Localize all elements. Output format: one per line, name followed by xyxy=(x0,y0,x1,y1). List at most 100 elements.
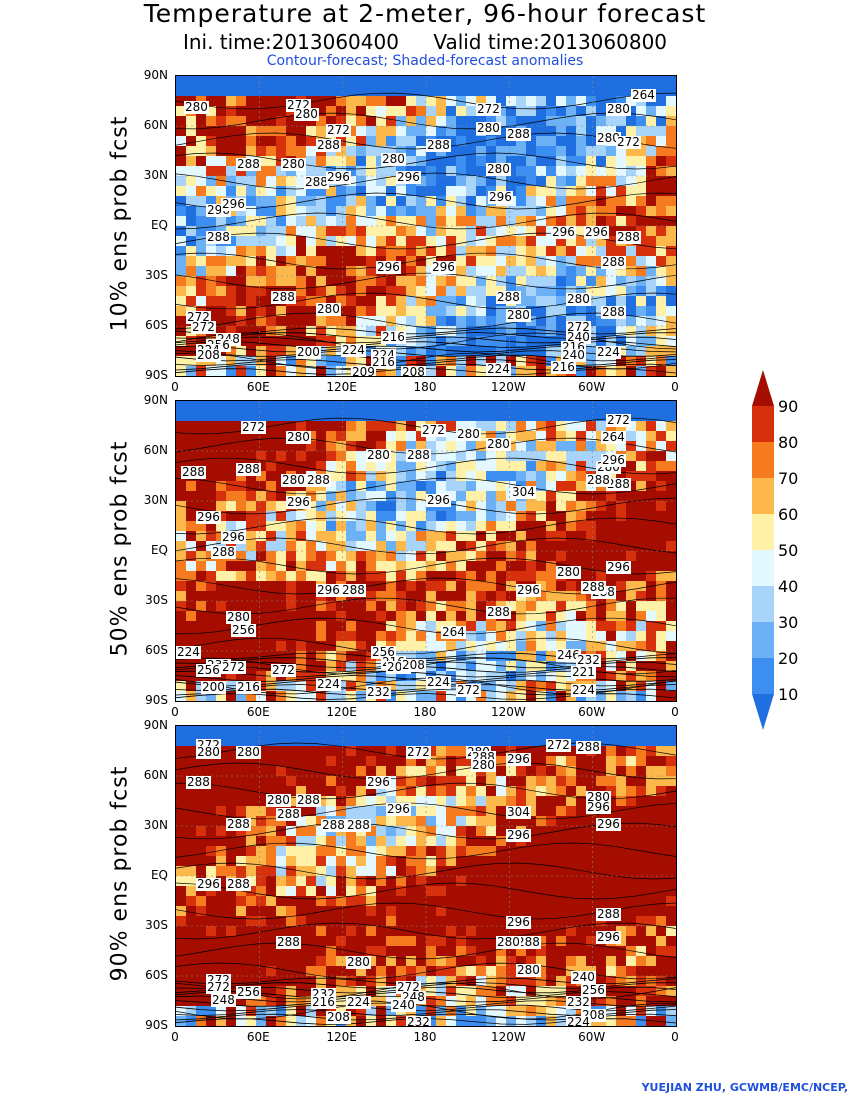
contour-label: 288 xyxy=(616,230,641,244)
lat-tick-label: 60S xyxy=(145,318,168,332)
lon-tick-label: 180 xyxy=(413,705,437,719)
lat-tick-label: 30N xyxy=(143,168,168,182)
contour-label: 288 xyxy=(226,817,251,831)
lon-tick-label: 60E xyxy=(246,380,270,394)
contour-label: 200 xyxy=(296,345,321,359)
colorbar-segment xyxy=(752,550,774,586)
contour-label: 224 xyxy=(571,683,596,697)
contour-label: 288 xyxy=(181,465,206,479)
lat-tick-label: 90N xyxy=(143,393,168,407)
colorbar-tick-label: 30 xyxy=(778,613,799,632)
contour-label: 272 xyxy=(566,320,591,334)
contour-line xyxy=(176,902,676,920)
lon-tick-label: 180 xyxy=(413,380,437,394)
contour-label: 280 xyxy=(236,745,261,759)
contour-label: 280 xyxy=(281,157,306,171)
lat-tick-label: 60N xyxy=(143,443,168,457)
contour-label: 256 xyxy=(231,623,256,637)
contour-label: 272 xyxy=(476,102,501,116)
contour-label: 272 xyxy=(191,320,216,334)
contour-label: 296 xyxy=(516,583,541,597)
lon-tick-label: 60W xyxy=(578,705,606,719)
lat-tick-label: 90S xyxy=(145,368,168,382)
contour-line xyxy=(176,762,676,780)
contour-label: 240 xyxy=(561,348,586,362)
contour-label: 288 xyxy=(276,807,301,821)
colorbar-tick-label: 90 xyxy=(778,397,799,416)
contour-label: 216 xyxy=(381,330,406,344)
ini-time: Ini. time:2013060400 xyxy=(182,30,399,54)
contour-label: 280 xyxy=(566,292,591,306)
contour-label: 280 xyxy=(516,963,541,977)
map-panel: 280 272 280 272 280 264 272 280 288 280 288 280 288 2… xyxy=(175,75,677,377)
contour-label: 288 xyxy=(496,290,521,304)
contour-label: 280 xyxy=(496,935,521,949)
contour-label: 280 xyxy=(294,107,319,121)
contour-label: 296 xyxy=(221,530,246,544)
contour-label: 288 xyxy=(316,138,341,152)
contour-line xyxy=(176,882,676,900)
contour-label: 288 xyxy=(206,230,231,244)
contour-label: 232 xyxy=(406,1015,431,1027)
lat-tick-label: 90S xyxy=(145,693,168,707)
valid-time: Valid time:2013060800 xyxy=(433,30,668,54)
contour-label: 272 xyxy=(456,683,481,697)
lon-tick-label: 180 xyxy=(413,1030,437,1044)
chart-title: Temperature at 2-meter, 96-hour forecast xyxy=(143,0,707,28)
contour-label: 288 xyxy=(606,477,631,491)
contour-label: 288 xyxy=(586,473,611,487)
colorbar-tick-label: 70 xyxy=(778,469,799,488)
contour-line xyxy=(176,354,676,362)
contour-label: 272 xyxy=(546,738,571,752)
contour-label: 232 xyxy=(366,685,391,699)
contour-label: 264 xyxy=(601,430,626,444)
contour-label: 272 xyxy=(421,423,446,437)
contour-label: 288 xyxy=(581,580,606,594)
contour-label: 288 xyxy=(276,935,301,949)
lat-tick-label: 90S xyxy=(145,1018,168,1032)
contour-label: 224 xyxy=(346,995,371,1009)
contour-label: 200 xyxy=(201,680,226,694)
contour-label: 216 xyxy=(371,355,396,369)
contour-label: 232 xyxy=(576,653,601,667)
lon-tick-label: 120E xyxy=(326,380,357,394)
contour-label: 232 xyxy=(566,995,591,1009)
colorbar-segment xyxy=(752,586,774,622)
contour-label: 280 xyxy=(381,152,406,166)
contour-label: 256 xyxy=(236,985,261,999)
colorbar-segment xyxy=(752,622,774,658)
contour-label: 296 xyxy=(386,802,411,816)
contour-label: 224 xyxy=(341,343,366,357)
colorbar-segment xyxy=(752,370,774,406)
contour-label: 288 xyxy=(306,473,331,487)
contour-label: 208 xyxy=(326,1010,351,1024)
contour-label: 280 xyxy=(346,955,371,969)
colorbar-tick-label: 40 xyxy=(778,577,799,596)
contour-label: 296 xyxy=(426,493,451,507)
contour-label: 296 xyxy=(316,583,341,597)
contour-label: 296 xyxy=(596,930,621,944)
lat-tick-label: 30S xyxy=(145,268,168,282)
contour-label: 280 xyxy=(506,308,531,322)
colorbar-tick-label: 60 xyxy=(778,505,799,524)
contour-label: 288 xyxy=(426,138,451,152)
contour-label: 296 xyxy=(376,260,401,274)
contour-line xyxy=(176,368,676,375)
contour-label: 256 xyxy=(371,645,396,659)
colorbar-tick-label: 80 xyxy=(778,433,799,452)
contour-label: 280 xyxy=(184,100,209,114)
contour-label: 272 xyxy=(241,420,266,434)
lon-tick-label: 120E xyxy=(326,1030,357,1044)
contour-label: 272 xyxy=(186,310,211,324)
map-caption: Contour-forecast; Shaded-forecast anomal… xyxy=(266,53,584,69)
contour-label: 264 xyxy=(631,88,656,102)
colorbar-segment xyxy=(752,658,774,694)
contour-label: 280 xyxy=(366,448,391,462)
lat-tick-label: EQ xyxy=(150,868,168,882)
lon-tick-label: 120W xyxy=(490,1030,526,1044)
contour-label: 296 xyxy=(506,828,531,842)
lon-tick-label: 60W xyxy=(578,1030,606,1044)
contour-label: 224 xyxy=(316,677,341,691)
contour-label: 256 xyxy=(196,663,221,677)
contour-label: 296 xyxy=(506,752,531,766)
